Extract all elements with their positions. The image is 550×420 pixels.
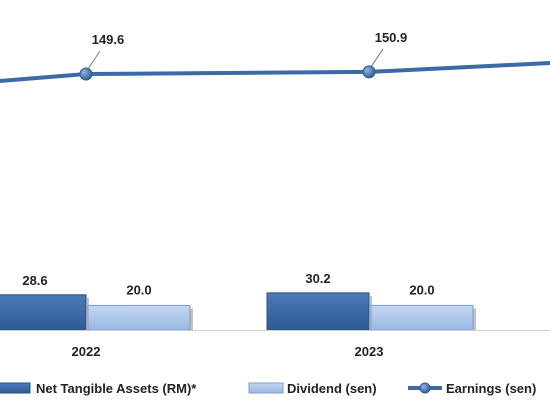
legend: Net Tangible Assets (RM)* Dividend (sen)… [0,381,536,396]
earnings-line [0,61,550,83]
earnings-leader-2023 [370,48,384,68]
legend-swatch-earnings-marker [419,382,431,394]
nta-bar-2023 [266,292,370,331]
earnings-leader-lines [87,48,384,70]
x-tick-label-2023: 2023 [355,344,384,359]
legend-label-dividend: Dividend (sen) [287,381,377,396]
legend-swatch-net-tangible-assets [0,382,31,394]
earnings-point-2023 [362,65,376,79]
bar-data-labels: 28.6 30.2 20.0 20.0 [22,271,434,298]
dividend-label-2023: 20.0 [409,282,434,297]
earnings-point-2022 [79,67,93,81]
nta-label-2023: 30.2 [305,271,330,286]
legend-label-earnings: Earnings (sen) [446,381,536,396]
earnings-label-2023: 150.9 [375,30,408,45]
dividend-bar-2023 [370,304,474,331]
earnings-series [0,61,550,83]
nta-label-2022: 28.6 [22,273,47,288]
x-axis-labels: 2022 2023 [72,344,384,359]
dividend-bar-2022 [87,304,191,331]
dividend-bar-2022-shadow [190,308,193,330]
earnings-points [79,65,376,81]
nta-bar-2022 [0,294,87,331]
legend-swatch-dividend [248,382,284,394]
legend-label-net-tangible-assets: Net Tangible Assets (RM)* [36,381,197,396]
earnings-data-labels: 149.6 150.9 [92,30,408,47]
x-tick-label-2022: 2022 [72,344,101,359]
dividend-bar-2023-shadow [473,308,476,330]
earnings-label-2022: 149.6 [92,32,125,47]
earnings-leader-2022 [87,50,101,70]
bar-series [0,292,476,331]
dividend-label-2022: 20.0 [126,282,151,297]
